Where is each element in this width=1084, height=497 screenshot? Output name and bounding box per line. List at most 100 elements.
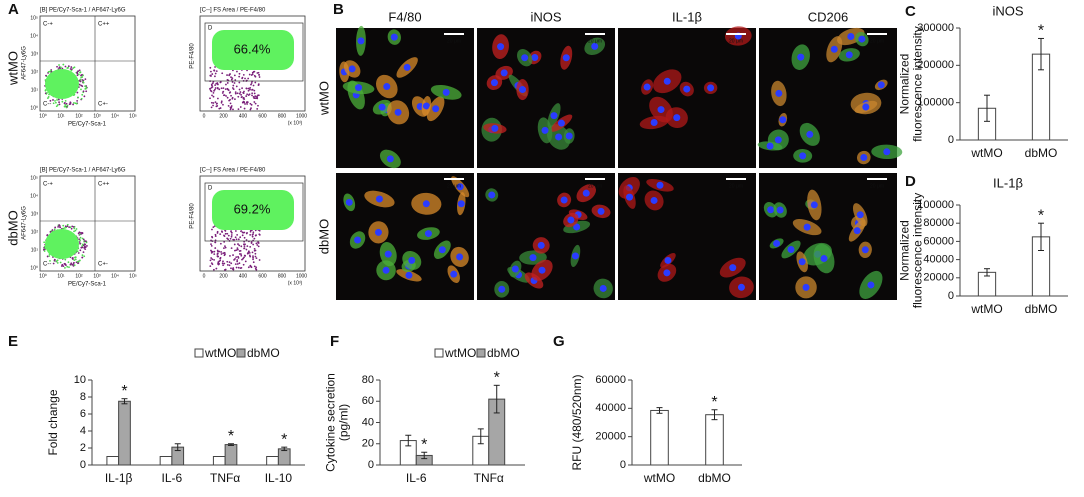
event-dot	[226, 260, 229, 263]
y-tick-label: 0	[80, 459, 86, 471]
legend-swatch	[194, 348, 204, 358]
event-dot	[210, 75, 212, 77]
event-dot	[210, 243, 212, 246]
event-dot	[210, 262, 213, 264]
event-dot	[84, 240, 87, 243]
event-dot	[246, 245, 249, 248]
nucleus	[673, 114, 681, 122]
event-dot	[239, 91, 242, 93]
event-dot	[56, 99, 58, 101]
event-dot	[76, 260, 79, 263]
nucleus	[737, 283, 745, 291]
event-dot	[82, 238, 85, 241]
significance-star: *	[1038, 207, 1044, 224]
tick-label: 10²	[31, 69, 39, 75]
event-dot	[64, 103, 67, 106]
event-dot	[210, 106, 213, 109]
event-dot	[211, 258, 214, 261]
event-dot	[83, 243, 86, 246]
event-dot	[257, 104, 259, 107]
event-dot	[62, 63, 65, 66]
event-dot	[241, 234, 244, 237]
event-dot	[233, 243, 236, 246]
tick-label: 10²	[75, 113, 83, 119]
nucleus	[707, 84, 715, 92]
tick-label: 10⁰	[30, 265, 38, 271]
event-dot	[253, 265, 256, 268]
scale-bar-label: 20 μm	[447, 38, 461, 44]
event-dot	[81, 254, 84, 257]
event-dot	[46, 92, 48, 94]
event-dot	[214, 66, 216, 68]
event-dot	[238, 92, 241, 95]
bar	[224, 444, 238, 466]
nucleus	[521, 54, 529, 62]
y-tick-label: 200000	[917, 59, 954, 71]
event-dot	[238, 244, 241, 247]
event-dot	[238, 72, 241, 75]
event-dot	[255, 234, 257, 237]
event-dot	[252, 243, 255, 246]
event-dot	[216, 86, 219, 89]
event-dot	[223, 94, 226, 97]
event-dot	[257, 94, 260, 97]
event-dot	[210, 83, 213, 86]
y-tick-label: 300000	[917, 22, 954, 34]
panel-label: D	[905, 173, 916, 190]
nucleus	[806, 130, 814, 138]
nucleus	[498, 285, 506, 293]
panel-label: B	[333, 1, 344, 18]
nucleus	[405, 271, 413, 279]
scale-bar-label: 20 μm	[870, 183, 884, 189]
event-dot	[62, 224, 65, 227]
event-dot	[251, 92, 254, 95]
y-tick-label: 2	[80, 442, 86, 454]
event-dot	[243, 101, 246, 104]
x-tick-label: IL-1β	[105, 471, 133, 485]
tick-label: 800	[278, 273, 287, 279]
nucleus	[729, 264, 737, 272]
tick-label: 0	[203, 113, 206, 119]
event-dot	[220, 253, 223, 255]
event-dot	[71, 225, 74, 228]
event-dot	[61, 263, 64, 266]
plot-header: [C--] FS Area / PE-F4/80	[200, 168, 266, 174]
event-dot	[83, 255, 86, 258]
x-tick-label: IL-6	[406, 471, 427, 485]
event-dot	[63, 227, 66, 229]
event-dot	[213, 258, 215, 261]
event-dot	[258, 76, 261, 78]
y-tick-label: 80000	[923, 217, 954, 229]
event-dot	[225, 83, 227, 86]
event-cloud	[45, 69, 79, 99]
nucleus	[348, 65, 356, 73]
event-dot	[227, 89, 230, 92]
nucleus	[774, 136, 782, 144]
event-dot	[216, 252, 219, 255]
event-dot	[226, 96, 229, 99]
event-dot	[250, 103, 253, 106]
nucleus	[767, 206, 775, 214]
event-dot	[244, 243, 246, 246]
event-dot	[254, 97, 257, 100]
gate-label: C-+	[43, 22, 53, 28]
nucleus	[408, 256, 416, 264]
nucleus	[775, 89, 783, 97]
event-dot	[64, 99, 67, 102]
tick-label: 10³	[93, 273, 101, 279]
event-dot	[219, 242, 222, 245]
tick-label: 1000	[296, 273, 307, 279]
event-dot	[62, 265, 65, 267]
event-dot	[246, 101, 249, 104]
event-dot	[240, 96, 243, 99]
nucleus	[537, 241, 545, 249]
nucleus	[820, 255, 828, 263]
event-dot	[56, 65, 58, 68]
event-dot	[81, 246, 84, 249]
event-dot	[253, 89, 256, 92]
event-dot	[235, 256, 238, 259]
event-dot	[69, 102, 72, 105]
event-dot	[75, 228, 78, 230]
gate-label: C+-	[98, 102, 108, 108]
y-tick-label: 60000	[595, 374, 626, 386]
